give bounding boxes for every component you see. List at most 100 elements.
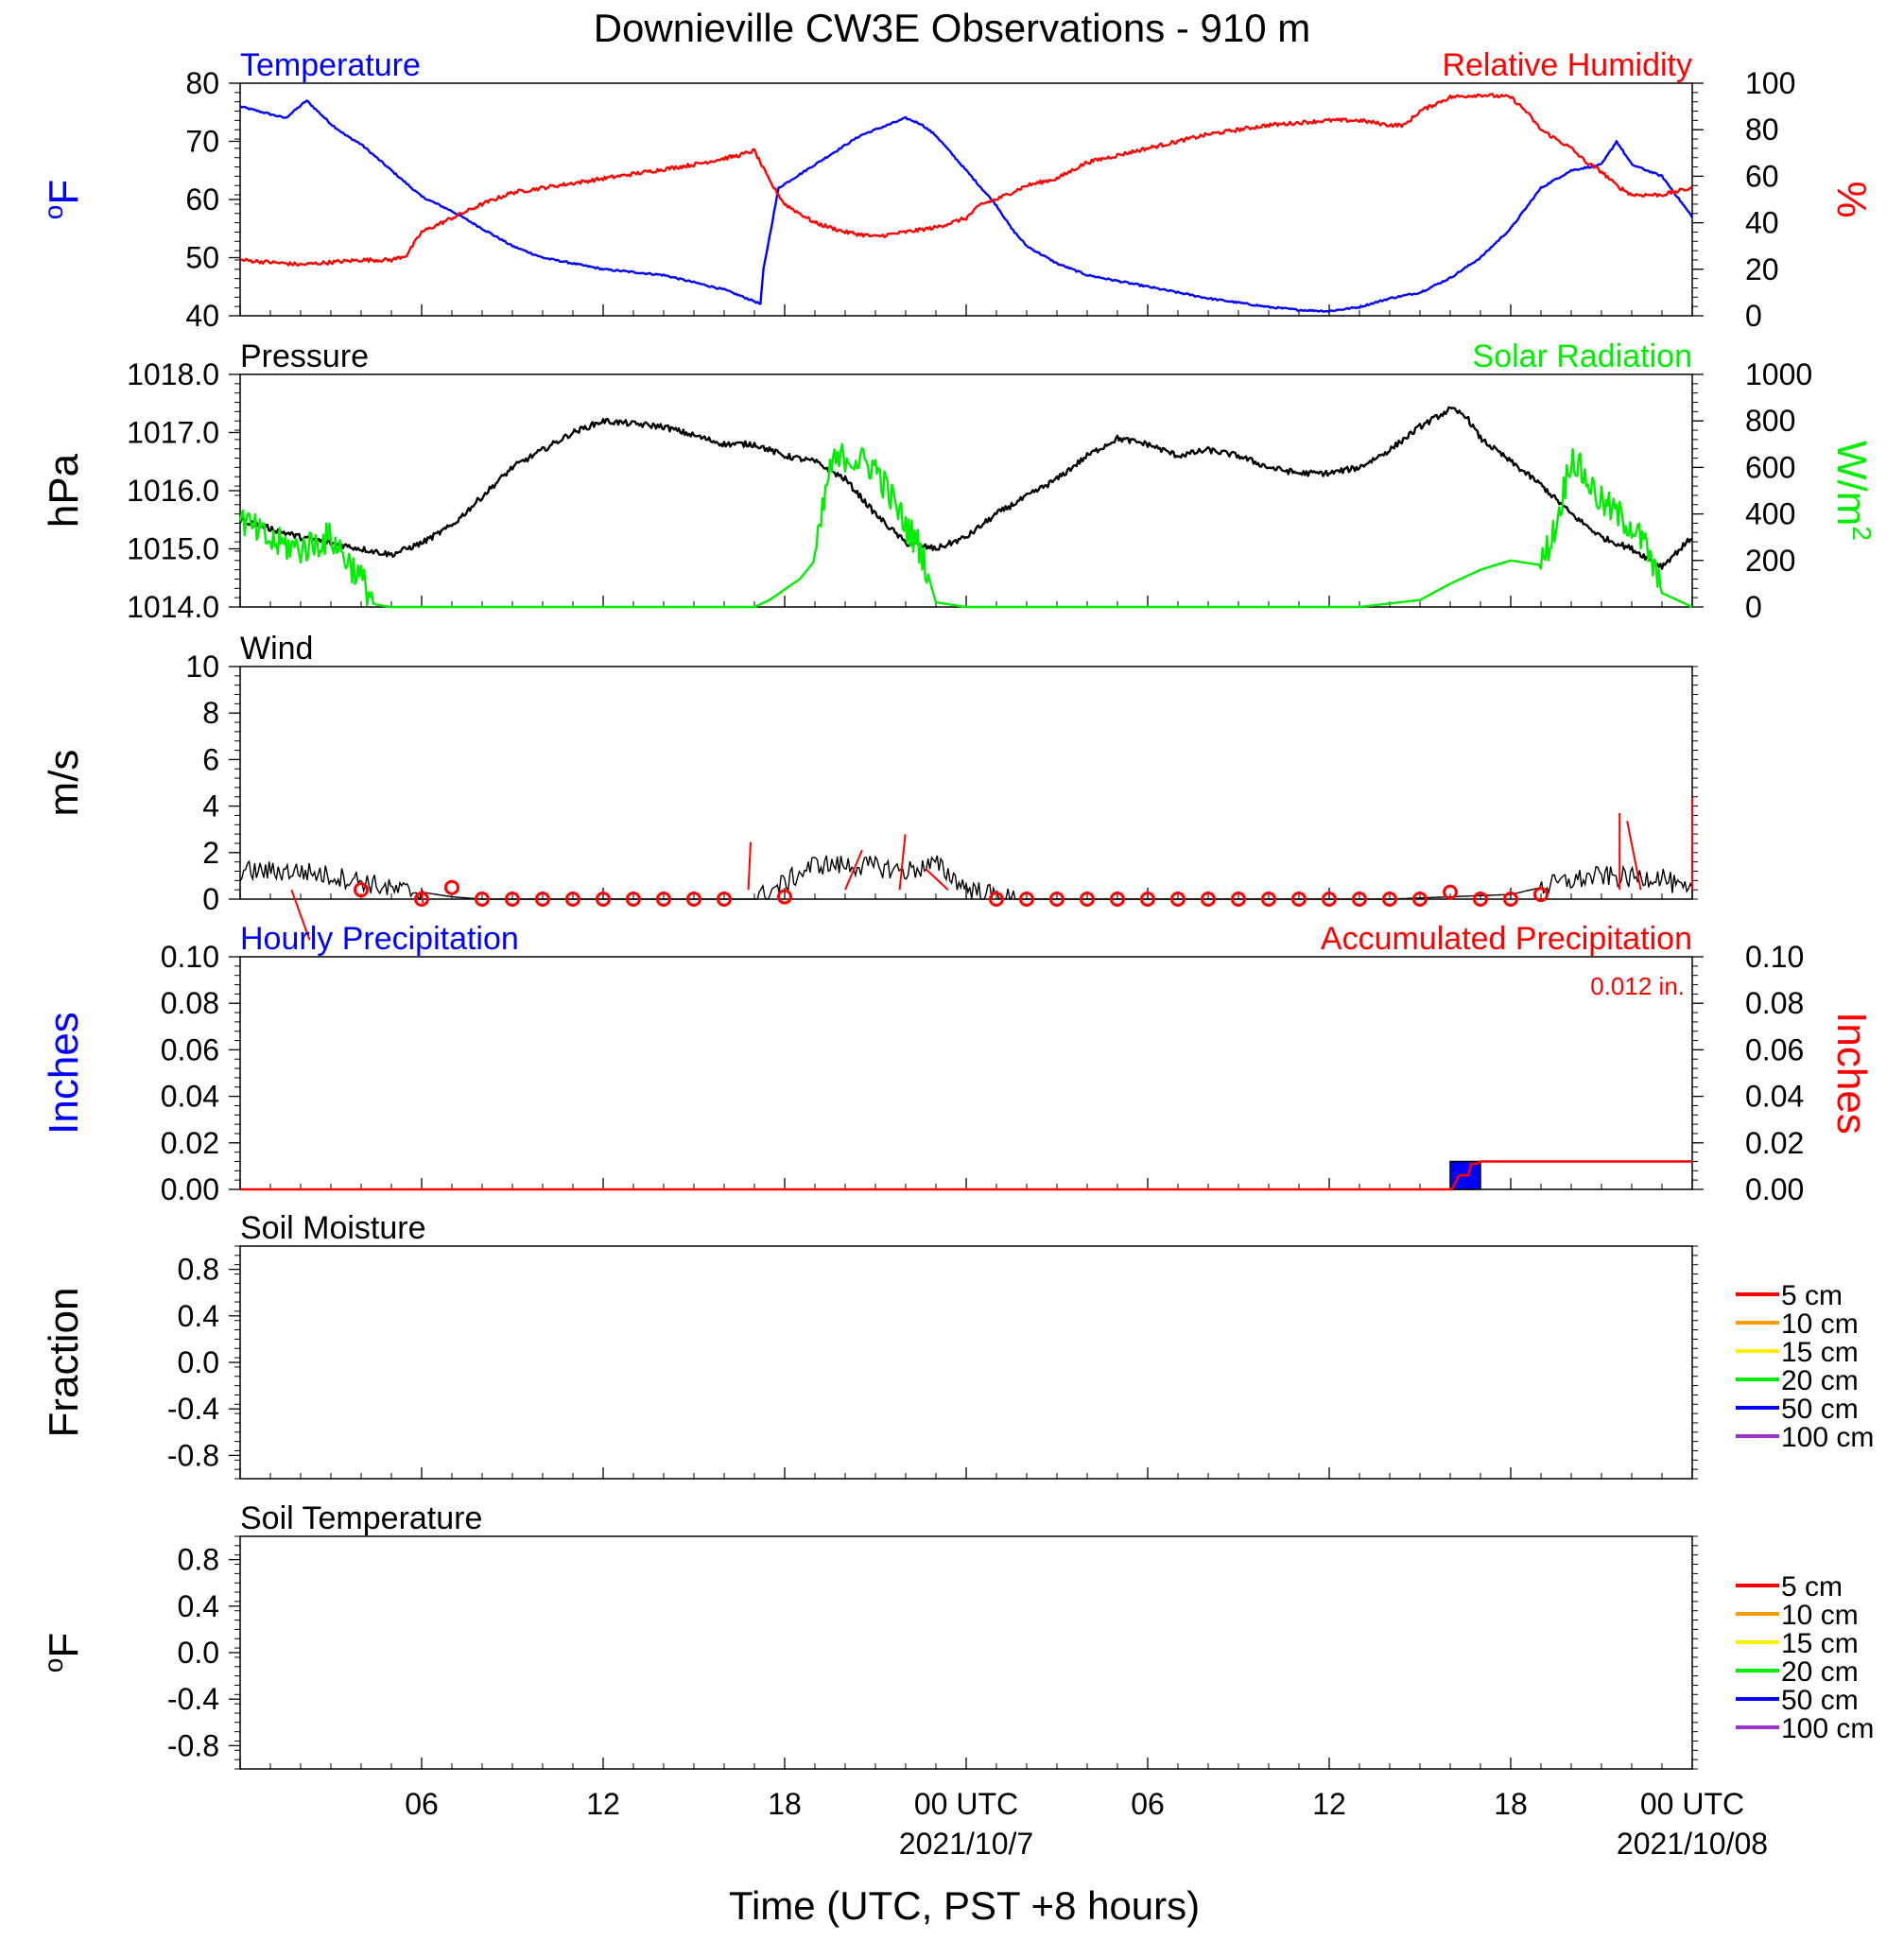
legend-label: 15 cm — [1781, 1337, 1859, 1368]
y-tick-label-left: 0.0 — [178, 1345, 219, 1379]
legend-label: 20 cm — [1781, 1656, 1859, 1688]
legend-label: 20 cm — [1781, 1365, 1859, 1396]
y-tick-label-left: 0.04 — [161, 1080, 219, 1114]
y-axis-label-right: Inches — [1828, 1012, 1875, 1135]
x-tick-label: 06 — [1131, 1787, 1165, 1821]
temp-rh-panel: 40 50 60 70 80 0 20 40 60 80 100 Temperature Relativ… — [39, 47, 1875, 333]
y-tick-label-left: 8 — [202, 696, 219, 730]
panel-title-right: Relative Humidity — [1442, 47, 1692, 83]
accumulated-precip-line — [240, 1160, 1692, 1191]
y-tick-label-right: 0.00 — [1745, 1172, 1804, 1206]
temperature-line — [239, 99, 1694, 313]
y-tick-label-right: 80 — [1745, 113, 1779, 147]
legend-label: 100 cm — [1781, 1713, 1874, 1744]
y-tick-label-left: 4 — [202, 789, 219, 823]
y-axis-label-left: Inches — [41, 1012, 87, 1135]
calm-wind-marker — [1110, 892, 1125, 907]
chart-title: Downieville CW3E Observations - 910 m — [594, 6, 1311, 50]
plot-frame — [239, 956, 1693, 1190]
panel-title-left: Soil Moisture — [240, 1210, 426, 1246]
y-tick-label-left: 0.00 — [161, 1172, 219, 1206]
wind-barb — [747, 841, 752, 891]
calm-wind-marker — [1352, 892, 1367, 907]
y-tick-label-left: 1016.0 — [127, 474, 219, 508]
y-tick-label-right: 0.08 — [1745, 986, 1804, 1020]
calm-wind-marker — [535, 892, 550, 907]
wind-barb — [1626, 821, 1642, 891]
y-tick-label-right: 800 — [1745, 404, 1795, 438]
x-tick-label: 12 — [1312, 1787, 1346, 1821]
calm-wind-marker — [444, 879, 459, 895]
wind-panel: 0 2 4 6 8 10 Wind m/s — [41, 631, 1698, 941]
y-tick-label-right: 20 — [1745, 252, 1779, 286]
plot-frame — [239, 1245, 1693, 1480]
calm-wind-marker — [626, 892, 641, 907]
legend-label: 50 cm — [1781, 1394, 1859, 1425]
calm-wind-marker — [989, 892, 1004, 907]
y-axis-label-right: % — [1828, 181, 1875, 217]
precip-panel: 0.00 0.02 0.04 0.06 0.08 0.10 0.00 0.02 0.04 0.06… — [41, 921, 1875, 1206]
pressure-line — [238, 406, 1693, 570]
pressure-solar-panel: 1014.0 1015.0 1016.0 1017.0 1018.0 0 200 400 600… — [41, 338, 1877, 624]
y-tick-label-left: 40 — [185, 299, 219, 333]
y-tick-label-left: 0.02 — [161, 1126, 219, 1160]
calm-wind-marker — [1322, 892, 1337, 907]
y-tick-label-left: 1014.0 — [127, 590, 219, 624]
y-tick-label-right: 100 — [1745, 66, 1795, 100]
y-axis-label-left: oF — [39, 180, 87, 219]
calm-wind-marker — [475, 892, 490, 907]
panel-title-left: Temperature — [240, 47, 421, 83]
y-tick-label-left: 0.8 — [178, 1543, 219, 1577]
y-tick-label-left: -0.8 — [167, 1728, 219, 1762]
plot-frame — [239, 1535, 1693, 1770]
panel-title-left: Hourly Precipitation — [240, 921, 519, 957]
y-tick-label-right: 0.06 — [1745, 1032, 1804, 1066]
wind-barb — [925, 868, 949, 891]
panel-title-left: Pressure — [240, 338, 369, 374]
panel-title-left: Soil Temperature — [240, 1500, 482, 1536]
x-axis-label: Time (UTC, PST +8 hours) — [729, 1883, 1200, 1928]
y-tick-label-left: 50 — [185, 241, 219, 275]
y-tick-label-left: 1017.0 — [127, 416, 219, 450]
y-tick-label-left: 0.06 — [161, 1032, 219, 1066]
calm-wind-marker — [1019, 892, 1034, 907]
accumulated-total-label: 0.012 in. — [1590, 972, 1685, 1000]
y-tick-label-right: 0 — [1745, 590, 1762, 624]
legend-label: 15 cm — [1781, 1628, 1859, 1659]
calm-wind-marker — [1473, 892, 1488, 907]
x-tick-label: 06 — [405, 1787, 439, 1821]
calm-wind-marker — [1533, 887, 1549, 903]
x-tick-label: 12 — [586, 1787, 620, 1821]
y-tick-label-left: 0.4 — [178, 1589, 219, 1623]
x-tick-label: 00 UTC — [1640, 1787, 1744, 1821]
solar-radiation-line — [238, 442, 1693, 609]
y-tick-label-left: 0.0 — [178, 1636, 219, 1670]
legend-label: 10 cm — [1781, 1600, 1859, 1631]
x-tick-label: 18 — [768, 1787, 802, 1821]
legend-label: 100 cm — [1781, 1422, 1874, 1453]
y-axis-label-right: W/m2 — [1828, 441, 1877, 541]
wind-barb — [844, 849, 863, 891]
panel-title-left: Wind — [240, 631, 313, 667]
legend-label: 10 cm — [1781, 1308, 1859, 1340]
calm-wind-marker — [505, 892, 520, 907]
y-axis-label-left: m/s — [41, 750, 87, 817]
panel-title-right: Solar Radiation — [1473, 338, 1692, 374]
y-tick-label-left: 2 — [202, 836, 219, 870]
y-tick-label-left: 0 — [202, 882, 219, 916]
calm-wind-marker — [1049, 892, 1065, 907]
x-tick-label: 18 — [1494, 1787, 1528, 1821]
y-tick-label-right: 1000 — [1745, 357, 1812, 391]
y-tick-label-right: 0.02 — [1745, 1126, 1804, 1160]
legend-label: 5 cm — [1781, 1280, 1843, 1311]
calm-wind-marker — [656, 892, 671, 907]
calm-wind-marker — [414, 892, 429, 907]
y-tick-label-right: 0.10 — [1745, 940, 1804, 974]
y-tick-label-left: 1018.0 — [127, 357, 219, 391]
calm-wind-marker — [1443, 884, 1458, 900]
wind-barb — [898, 834, 907, 891]
